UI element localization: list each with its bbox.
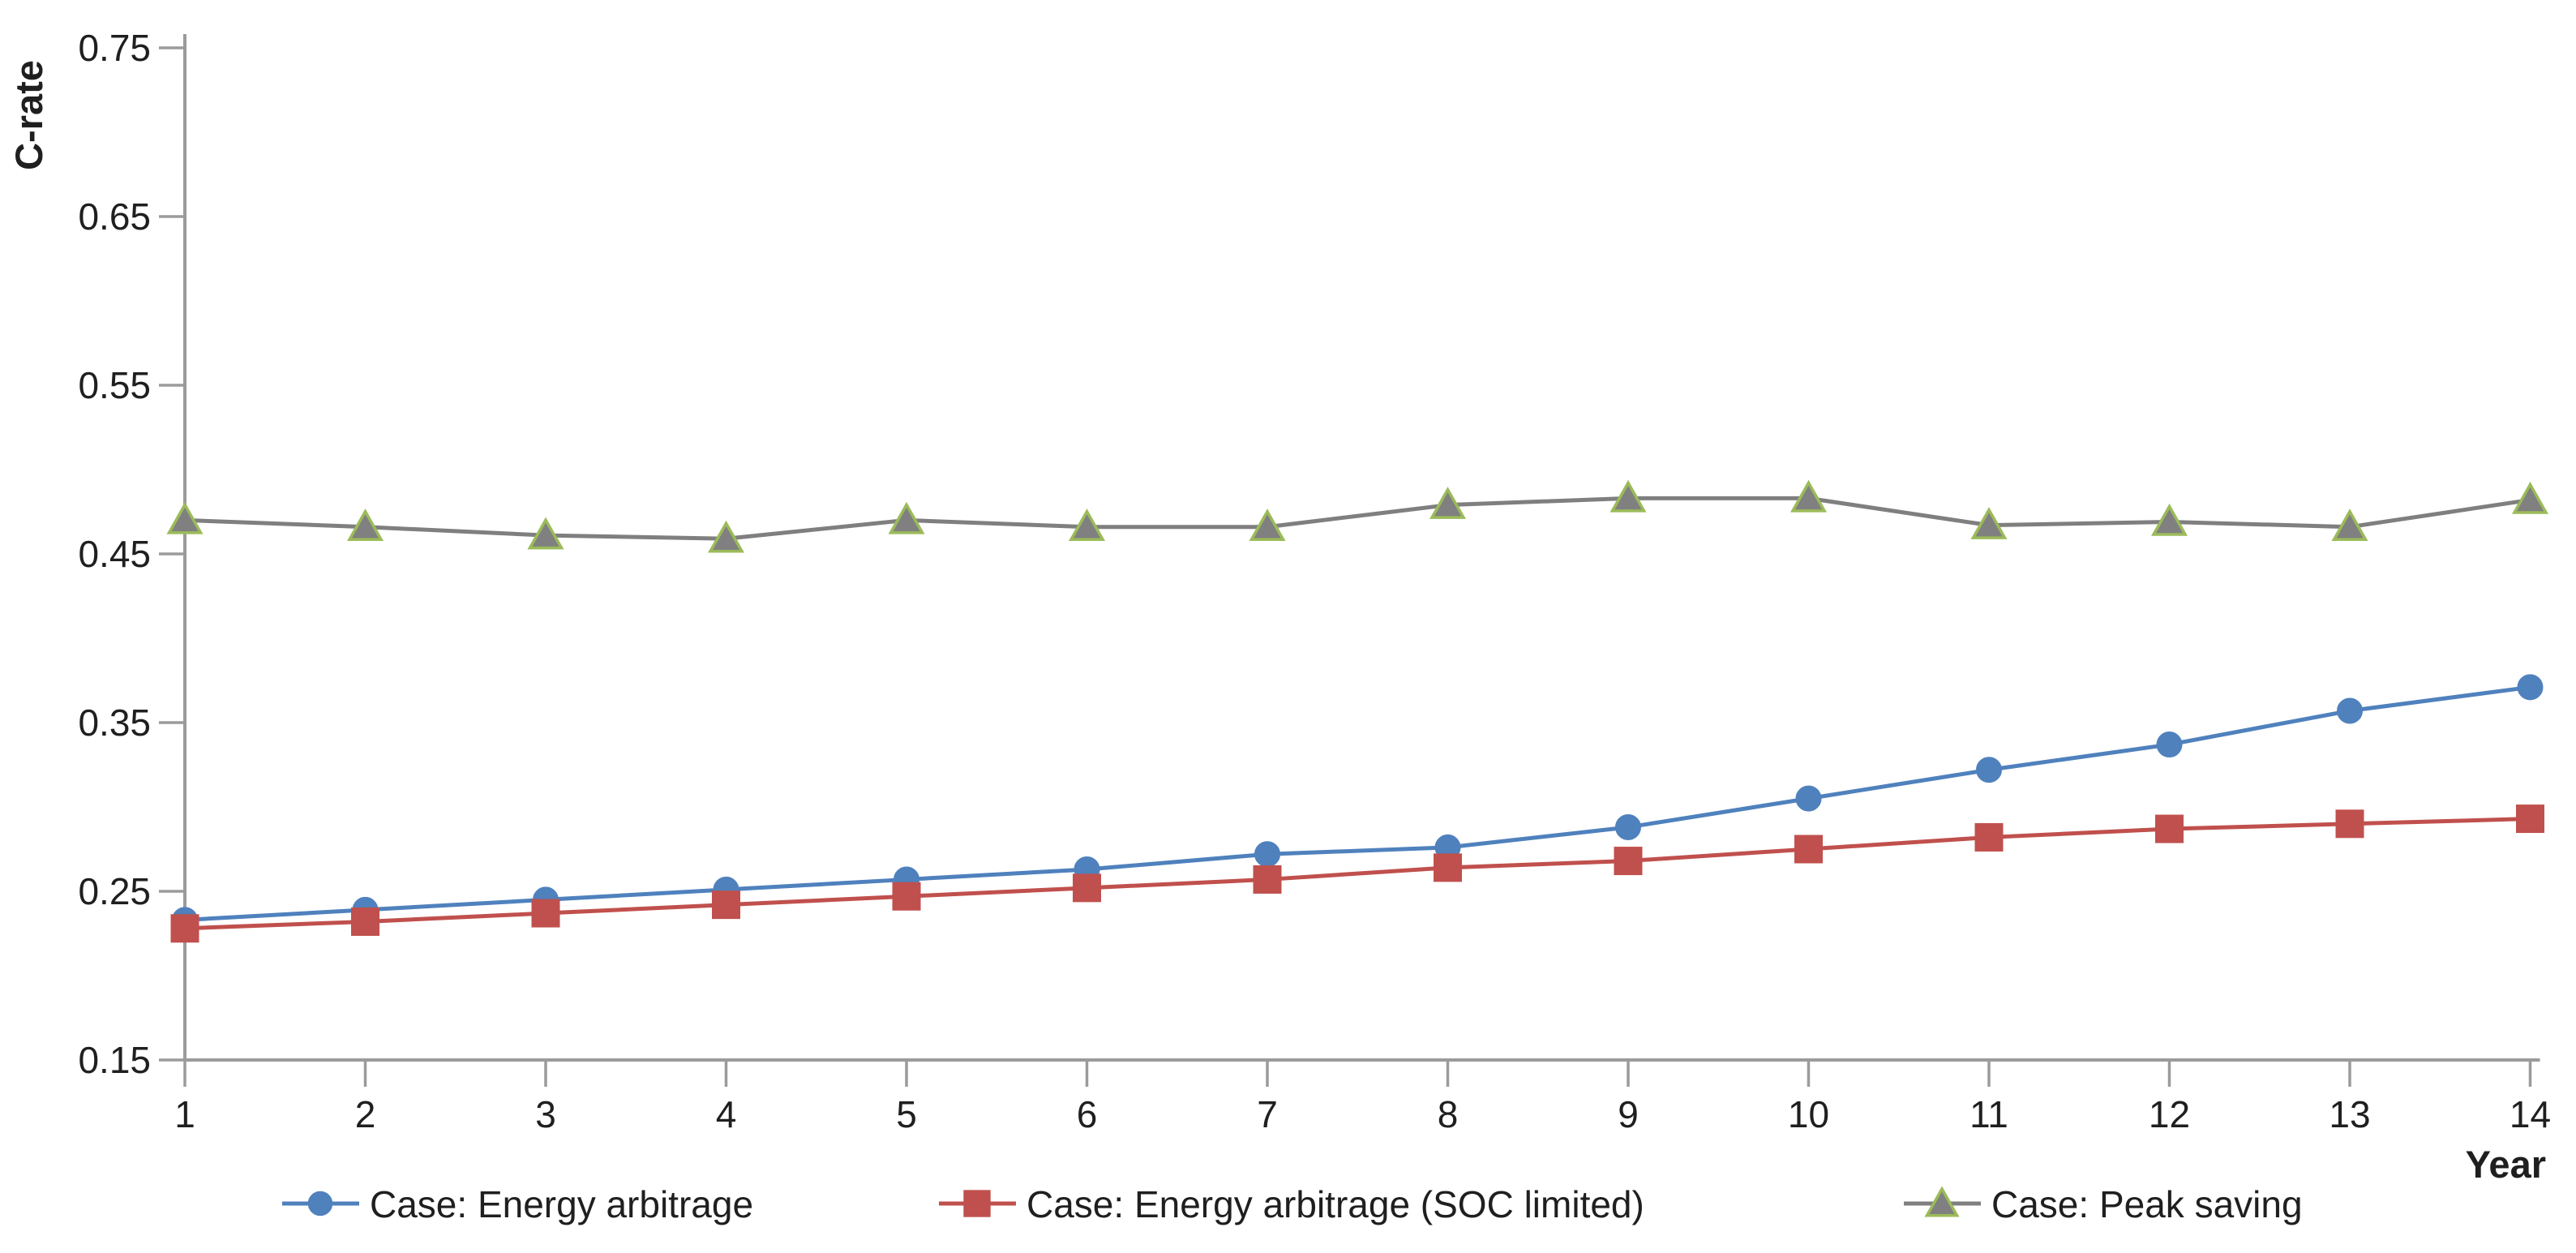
data-point-marker (1429, 487, 1466, 519)
y-tick-label: 0.45 (78, 533, 151, 575)
x-tick-label: 11 (1970, 1093, 2008, 1135)
x-tick-label: 14 (2510, 1093, 2551, 1135)
data-point-marker (2151, 503, 2188, 536)
data-point-marker (1249, 508, 1286, 541)
data-point-marker (2156, 732, 2183, 758)
series-case-energy-arbitrage (172, 674, 2544, 933)
data-point-marker (2512, 481, 2548, 514)
data-point-marker (708, 520, 744, 553)
legend-item-case-energy-arbitrage-soc-limited: Case: Energy arbitrage (SOC limited) (939, 1183, 1644, 1225)
data-point-marker (531, 899, 560, 928)
data-point-marker (1794, 835, 1823, 864)
series-case-peak-saving (166, 479, 2548, 553)
data-point-marker (2516, 805, 2544, 834)
data-point-marker (166, 501, 204, 534)
y-tick-label: 0.35 (78, 702, 151, 744)
legend-item-case-energy-arbitrage: Case: Energy arbitrage (282, 1183, 753, 1225)
x-tick-label: 5 (896, 1093, 917, 1135)
x-tick-label: 10 (1788, 1093, 1829, 1135)
data-point-marker (347, 508, 384, 541)
data-point-marker (2335, 809, 2364, 839)
data-point-marker (1795, 785, 1822, 812)
series-line (184, 684, 2531, 922)
data-series (166, 479, 2548, 943)
data-point-marker (2331, 508, 2368, 541)
data-point-marker (1073, 873, 1101, 903)
x-axis-ticks: 1 2 3 4 5 6 7 8 9 10 11 12 13 14 (174, 1060, 2551, 1135)
data-point-marker (712, 890, 740, 920)
data-point-marker (2337, 697, 2363, 724)
data-point-marker (1614, 847, 1643, 876)
axes (183, 34, 2540, 1062)
data-point-marker (1069, 508, 1105, 541)
data-point-marker (1434, 853, 1462, 882)
legend-item-case-peak-saving: Case: Peak saving (1904, 1183, 2303, 1225)
x-tick-label: 3 (535, 1093, 556, 1135)
data-point-marker (1609, 479, 1647, 513)
x-tick-label: 12 (2149, 1093, 2190, 1135)
legend-label: Case: Energy arbitrage (SOC limited) (1027, 1183, 1644, 1225)
data-point-marker (888, 501, 925, 534)
x-tick-label: 13 (2329, 1093, 2370, 1135)
y-axis-ticks: 0.15 0.25 0.35 0.45 0.55 0.65 0.75 (78, 27, 185, 1081)
legend-label: Case: Peak saving (1991, 1183, 2303, 1225)
x-tick-label: 8 (1438, 1093, 1459, 1135)
data-point-marker (1976, 757, 2002, 783)
data-point-marker (170, 914, 199, 943)
y-tick-label: 0.55 (78, 364, 151, 406)
data-point-marker (963, 1190, 991, 1217)
x-axis-title: Year (2466, 1143, 2546, 1186)
data-point-marker (1974, 822, 2004, 852)
y-axis-title: C-rate (7, 60, 50, 170)
x-tick-label: 1 (174, 1093, 195, 1135)
data-point-marker (1924, 1186, 1960, 1217)
data-point-marker (1615, 813, 1641, 840)
x-tick-label: 9 (1618, 1093, 1639, 1135)
data-point-marker (1253, 865, 1282, 894)
data-point-marker (351, 907, 379, 936)
data-point-marker (1790, 479, 1827, 513)
data-point-marker (307, 1191, 333, 1217)
data-point-marker (1254, 841, 1280, 868)
y-tick-label: 0.25 (78, 870, 151, 912)
x-tick-label: 6 (1077, 1093, 1098, 1135)
y-tick-label: 0.15 (78, 1039, 151, 1081)
series-line (184, 496, 2531, 541)
data-point-marker (527, 517, 564, 550)
legend-label: Case: Energy arbitrage (370, 1183, 753, 1225)
data-point-marker (2155, 814, 2184, 843)
y-tick-label: 0.65 (78, 195, 151, 238)
chart-legend: Case: Energy arbitrage Case: Energy arbit… (282, 1183, 2303, 1225)
data-point-marker (2517, 674, 2544, 701)
y-tick-label: 0.75 (78, 27, 151, 69)
series-case-energy-arbitrage-soc-limited (170, 805, 2544, 943)
data-point-marker (892, 882, 921, 911)
data-point-marker (1970, 507, 2008, 539)
x-tick-label: 2 (355, 1093, 376, 1135)
x-tick-label: 4 (716, 1093, 737, 1135)
series-line (184, 817, 2531, 931)
x-tick-label: 7 (1257, 1093, 1278, 1135)
